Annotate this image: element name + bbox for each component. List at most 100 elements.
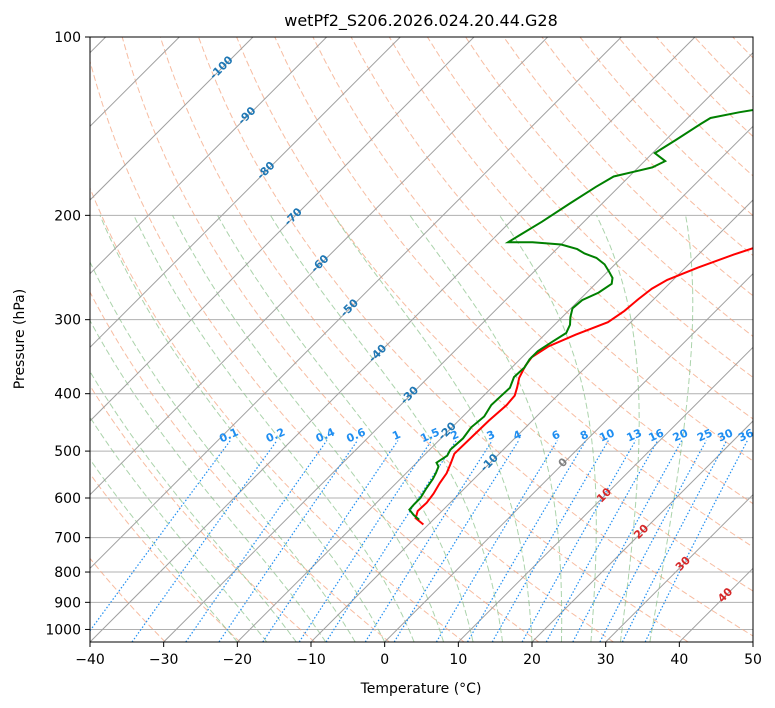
isotherm-line: [236, 125, 753, 642]
isotherm-line: [752, 641, 753, 642]
dry-adiabat: [465, 37, 753, 338]
isotherm-line: [310, 199, 753, 642]
isotherm-label: -10: [478, 451, 501, 474]
moist-adiabat: [409, 215, 563, 642]
moist-adiabat: [90, 370, 297, 642]
isotherm-line: [531, 420, 753, 642]
isotherm-line: [457, 346, 753, 642]
mixing-ratio-label: 0.2: [264, 425, 287, 445]
isotherm-label: -50: [338, 296, 361, 319]
x-tick-label: −30: [149, 652, 179, 668]
moist-adiabat: [596, 215, 640, 642]
mixing-ratio-line: [262, 440, 399, 642]
isotherm-line: [90, 37, 401, 349]
warm-isotherm-label: 10: [594, 485, 614, 505]
dry-adiabat: [388, 37, 753, 420]
isotherm-line: [605, 493, 753, 642]
x-tick-label: −20: [223, 652, 253, 668]
mixing-ratio-label: 20: [671, 426, 691, 444]
mixing-ratio-label: 25: [695, 426, 714, 444]
moist-adiabat: [172, 215, 445, 642]
mixing-ratio-label: 16: [647, 426, 667, 444]
mixing-ratio-line: [90, 440, 231, 632]
warm-isotherm-label: 30: [673, 553, 693, 573]
dry-adiabat: [426, 37, 753, 378]
mixing-ratio-label: 30: [716, 426, 736, 444]
y-tick-label: 100: [54, 30, 81, 46]
mixing-ratio-line: [298, 440, 432, 642]
moist-adiabat: [270, 215, 503, 642]
temperature-profile: [414, 247, 753, 526]
dry-adiabat: [274, 37, 753, 548]
moist-adiabat: [90, 260, 356, 642]
x-tick-label: 40: [670, 652, 688, 668]
mixing-ratio-line: [218, 440, 358, 642]
moist-adiabat: [133, 215, 415, 642]
dry-adiabat: [159, 37, 689, 642]
y-tick-label: 700: [54, 531, 81, 547]
dry-adiabat: [656, 37, 753, 138]
dry-adiabat: [90, 59, 540, 642]
moist-adiabat: [499, 215, 597, 642]
dry-adiabat: [90, 384, 316, 642]
isotherm-line: [90, 37, 696, 642]
x-tick-label: 0: [380, 652, 389, 668]
x-axis: −40 −30 −20 −10 0 10 20 30 40 50: [75, 642, 762, 668]
mixing-ratio-line: [466, 440, 587, 642]
mixing-ratio-line: [325, 440, 457, 642]
mixing-ratio-label: 8: [578, 428, 590, 443]
line-labels: 0.1 0.2 0.4 0.6 1 1.5 2 3 4 6 8 10 13 16 20 25 30 36-100-…: [207, 53, 756, 605]
moist-adiabat: [333, 215, 533, 642]
profile-lines: [408, 108, 753, 526]
mixing-ratio-label: 10: [597, 426, 617, 444]
mixing-ratio-label: 0.6: [344, 425, 367, 445]
warm-isotherm-label: 0: [556, 455, 571, 470]
dry-adiabat: [503, 37, 753, 297]
y-tick-label: 200: [54, 208, 81, 224]
plot-frame: [89, 36, 754, 643]
isotherm-label: -40: [366, 342, 389, 365]
y-axis: 100 200 300 400 500 600 700 800 900 1000: [45, 30, 90, 638]
moist-adiabat: [90, 458, 238, 642]
moist-adiabat: [90, 319, 327, 642]
y-axis-label: Pressure (hPa): [12, 289, 28, 389]
dry-adiabat: [90, 472, 241, 642]
chart-title: wetPf2_S206.2026.024.20.44.G28: [284, 11, 558, 31]
x-axis-label: Temperature (°C): [360, 681, 482, 697]
x-tick-label: −40: [75, 652, 105, 668]
dry-adiabat: [312, 37, 753, 505]
x-tick-label: −10: [296, 652, 326, 668]
dry-adiabat: [350, 37, 753, 462]
mixing-ratio-line: [599, 440, 707, 642]
x-tick-label: 50: [744, 652, 762, 668]
dry-adiabat: [541, 37, 753, 257]
moist-adiabat: [649, 215, 694, 642]
mixing-ratio-line: [621, 440, 728, 642]
mixing-ratio-line: [364, 440, 493, 642]
dry-adiabat: [771, 37, 775, 642]
dry-adiabat: [90, 557, 166, 642]
mixing-ratio-line: [393, 440, 520, 642]
isotherm-label: -70: [282, 205, 305, 228]
x-tick-label: 10: [449, 652, 467, 668]
y-tick-label: 500: [54, 444, 81, 460]
mixing-ratio-line: [491, 440, 609, 642]
isotherm-line: [90, 37, 549, 496]
mixing-ratio-label: 13: [625, 426, 644, 444]
dry-adiabat: [732, 37, 753, 59]
moist-adiabat: [99, 215, 386, 642]
isotherm-label: -60: [308, 252, 331, 275]
mixing-ratio-line: [185, 440, 328, 642]
mixing-ratio-line: [131, 440, 278, 642]
isotherm-line: [163, 51, 753, 642]
y-tick-label: 1000: [45, 622, 81, 638]
y-tick-label: 400: [54, 387, 81, 403]
x-tick-label: 30: [597, 652, 615, 668]
dry-adiabat: [121, 37, 614, 642]
mixing-ratio-line: [644, 440, 748, 642]
mixing-ratio-label: 0.4: [314, 425, 337, 445]
moist-adiabat: [217, 215, 474, 642]
y-tick-label: 800: [54, 565, 81, 581]
dry-adiabat: [236, 37, 753, 592]
